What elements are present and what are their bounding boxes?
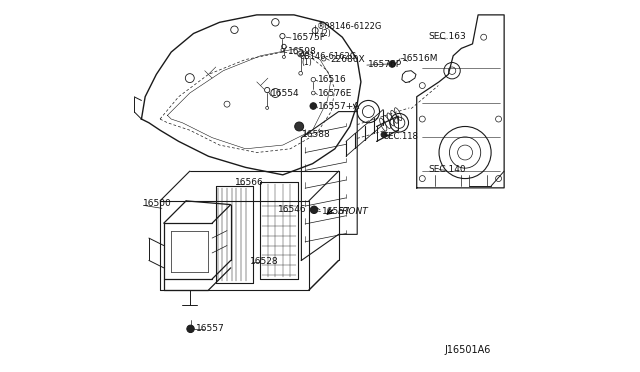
Text: ®08146-6122G: ®08146-6122G	[317, 22, 382, 31]
Text: 16598: 16598	[287, 47, 316, 56]
Text: 16528: 16528	[250, 257, 278, 266]
Circle shape	[310, 206, 318, 214]
Text: J16501A6: J16501A6	[445, 345, 491, 355]
Text: 16588: 16588	[302, 130, 330, 139]
Circle shape	[294, 122, 303, 131]
Text: 16557+A: 16557+A	[318, 102, 360, 111]
Circle shape	[381, 132, 387, 138]
Text: (1): (1)	[301, 58, 312, 67]
Text: 08146-6162G: 08146-6162G	[300, 52, 356, 61]
Circle shape	[187, 325, 195, 333]
Text: 16546: 16546	[278, 205, 306, 214]
Circle shape	[389, 61, 396, 67]
Circle shape	[310, 103, 317, 109]
Text: (2): (2)	[320, 29, 331, 38]
Text: 16516M: 16516M	[402, 54, 438, 62]
Text: SEC.163: SEC.163	[429, 32, 467, 41]
Text: FRONT: FRONT	[338, 207, 369, 216]
Text: 16576P: 16576P	[368, 60, 402, 69]
Text: 16516: 16516	[318, 76, 347, 84]
Text: 16557: 16557	[322, 207, 351, 216]
Text: SEC.140: SEC.140	[428, 165, 465, 174]
Text: 16576E: 16576E	[318, 89, 353, 98]
Text: 22680X: 22680X	[330, 55, 365, 64]
Text: 16554: 16554	[271, 89, 300, 98]
Text: 16557: 16557	[196, 324, 225, 333]
Text: 16566: 16566	[235, 178, 264, 187]
Text: SEC.118: SEC.118	[384, 132, 419, 141]
Text: 16575F: 16575F	[292, 33, 326, 42]
Text: 16500: 16500	[143, 199, 172, 208]
